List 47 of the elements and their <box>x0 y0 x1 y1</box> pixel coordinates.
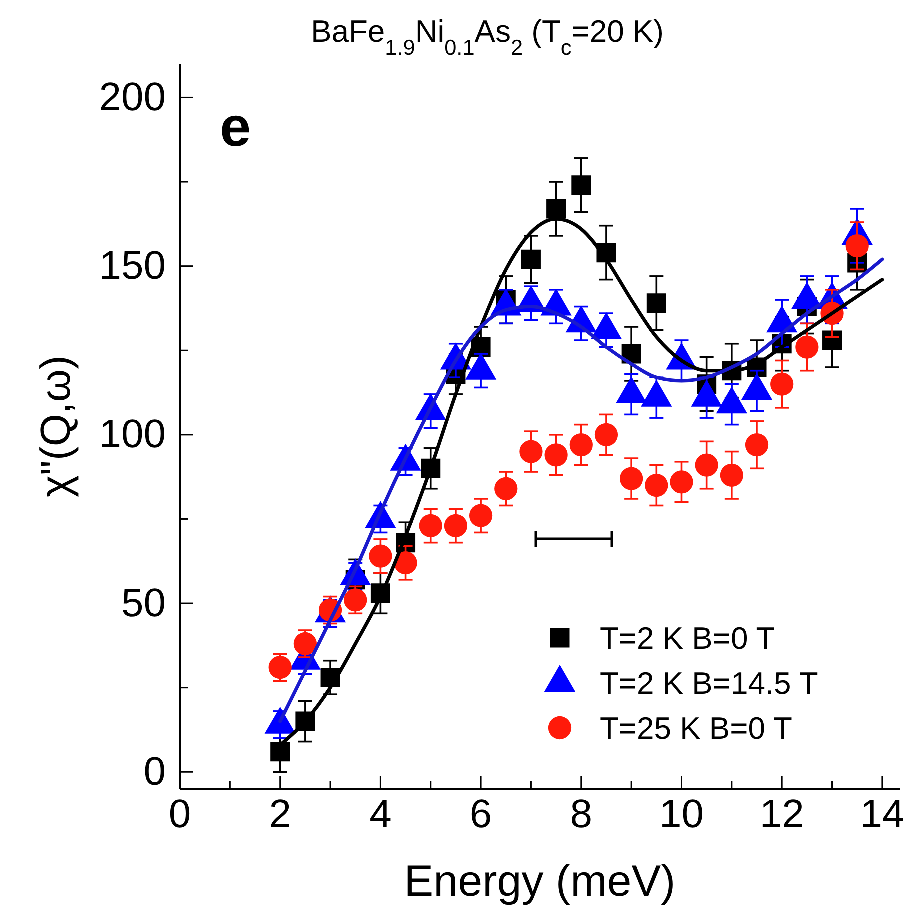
point <box>469 504 493 528</box>
point <box>846 234 869 258</box>
x-axis-title: Energy (meV) <box>404 857 676 906</box>
point <box>294 632 317 656</box>
point <box>620 467 644 490</box>
point <box>546 199 566 219</box>
point <box>521 250 541 270</box>
x-tick-label: 12 <box>760 792 804 836</box>
y-tick-label: 100 <box>99 412 166 457</box>
y-tick-label: 50 <box>122 581 166 626</box>
legend-label: T=2 K B=14.5 T <box>600 666 818 701</box>
point <box>419 514 442 538</box>
point <box>796 336 819 359</box>
point <box>570 434 593 457</box>
point <box>344 588 368 612</box>
point <box>645 474 668 498</box>
x-tick-label: 14 <box>860 792 905 836</box>
point <box>394 552 418 575</box>
legend-label: T=25 K B=0 T <box>600 711 792 746</box>
point <box>494 477 518 500</box>
point <box>594 423 618 446</box>
x-tick-label: 8 <box>570 792 593 836</box>
point <box>670 470 694 494</box>
point <box>646 294 666 314</box>
y-axis-title: χ"(Q,ω) <box>32 355 79 498</box>
chart-title: BaFe$_{1.9}$Ni$_{0.1}$As$_{2}$ (T$_{c}$=20 K) <box>311 14 664 60</box>
annotation: e <box>220 95 252 158</box>
point <box>520 440 543 464</box>
y-tick-label: 200 <box>99 76 166 120</box>
point <box>572 176 592 196</box>
x-tick-label: 10 <box>659 792 704 836</box>
point <box>695 454 718 477</box>
legend-label: T=2 K B=0 T <box>600 621 776 656</box>
y-tick-label: 0 <box>144 750 166 794</box>
point <box>268 656 292 680</box>
point <box>369 544 392 568</box>
point <box>745 434 769 457</box>
point <box>444 514 468 538</box>
point <box>822 330 842 350</box>
x-tick-label: 2 <box>269 792 292 836</box>
x-tick-label: 6 <box>470 792 492 836</box>
point <box>720 464 744 487</box>
x-tick-label: 4 <box>370 792 392 836</box>
y-tick-label: 150 <box>99 244 166 288</box>
point <box>770 372 794 396</box>
point <box>544 444 568 467</box>
point <box>270 742 290 762</box>
